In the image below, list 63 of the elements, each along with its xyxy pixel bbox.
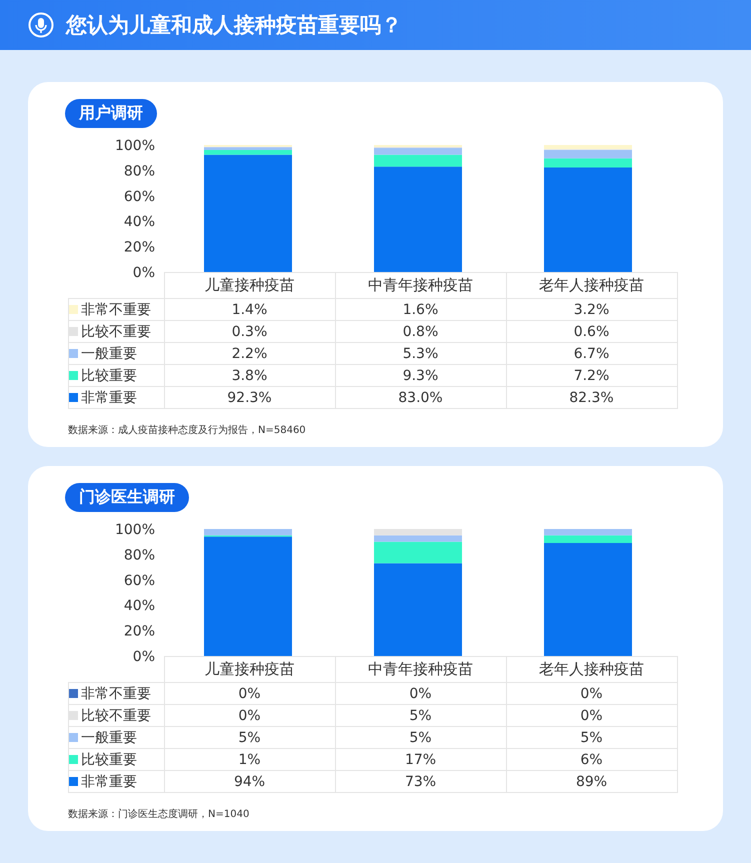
- y-tick-label: 100%: [114, 138, 155, 154]
- source-note: 数据来源：门诊医生态度调研，N=1040: [68, 808, 250, 821]
- chart-subtitle: 用户调研: [65, 99, 157, 128]
- legend-label: 比较重要: [81, 752, 137, 768]
- data-label: 92.3%: [164, 386, 335, 408]
- y-tick-label: 0%: [132, 264, 155, 281]
- x-tick-label: 中青年接种疫苗: [335, 656, 506, 682]
- data-label: 82.3%: [506, 386, 677, 408]
- x-tick-label: 老年人接种疫苗: [506, 272, 677, 298]
- data-label: 94%: [164, 770, 335, 792]
- y-tick-label: 60%: [124, 188, 155, 205]
- y-tick-label: 80%: [124, 547, 155, 564]
- data-label: 89%: [506, 770, 677, 792]
- data-label: 3.8%: [164, 364, 335, 386]
- data-label: 5%: [335, 726, 506, 748]
- x-tick-label: 中青年接种疫苗: [335, 272, 506, 298]
- data-label: 73%: [335, 770, 506, 792]
- data-label: 5%: [506, 726, 677, 748]
- x-tick-label: 儿童接种疫苗: [164, 656, 335, 682]
- x-tick-label: 儿童接种疫苗: [164, 272, 335, 298]
- data-label: 83.0%: [335, 386, 506, 408]
- y-tick-label: 20%: [124, 624, 155, 640]
- y-tick-label: 0%: [132, 648, 155, 665]
- data-label: 1%: [164, 748, 335, 770]
- x-tick-label: 老年人接种疫苗: [506, 656, 677, 682]
- chart-subtitle: 门诊医生调研: [65, 483, 189, 512]
- data-label: 6.7%: [506, 342, 677, 364]
- legend-label: 比较重要: [81, 368, 137, 384]
- y-tick-label: 60%: [124, 572, 155, 589]
- data-label: 0%: [335, 682, 506, 704]
- y-tick-label: 40%: [124, 598, 155, 614]
- data-label: 5%: [164, 726, 335, 748]
- legend-label: 非常不重要: [81, 302, 151, 318]
- y-tick-label: 100%: [114, 522, 155, 538]
- legend-label: 一般重要: [81, 730, 137, 746]
- legend-label: 比较不重要: [81, 708, 151, 724]
- y-tick-label: 40%: [124, 214, 155, 230]
- data-label: 0.3%: [164, 320, 335, 342]
- data-label: 0%: [506, 682, 677, 704]
- data-label: 9.3%: [335, 364, 506, 386]
- data-label: 0.6%: [506, 320, 677, 342]
- data-label: 2.2%: [164, 342, 335, 364]
- data-label: 1.4%: [164, 298, 335, 320]
- data-label: 0.8%: [335, 320, 506, 342]
- data-label: 0%: [164, 682, 335, 704]
- data-label: 5%: [335, 704, 506, 726]
- legend-label: 一般重要: [81, 346, 137, 362]
- source-note: 数据来源：成人疫苗接种态度及行为报告，N=58460: [68, 424, 307, 437]
- data-label: 7.2%: [506, 364, 677, 386]
- data-label: 3.2%: [506, 298, 677, 320]
- legend-label: 非常重要: [81, 774, 137, 790]
- legend-label: 非常重要: [81, 390, 137, 406]
- data-label: 0%: [164, 704, 335, 726]
- data-label: 0%: [506, 704, 677, 726]
- data-label: 1.6%: [335, 298, 506, 320]
- legend-label: 非常不重要: [81, 686, 151, 702]
- data-label: 17%: [335, 748, 506, 770]
- chart-title: 您认为儿童和成人接种疫苗重要吗？: [66, 12, 402, 39]
- y-tick-label: 80%: [124, 163, 155, 180]
- y-tick-label: 20%: [124, 240, 155, 256]
- data-label: 6%: [506, 748, 677, 770]
- data-label: 5.3%: [335, 342, 506, 364]
- legend-label: 比较不重要: [81, 324, 151, 340]
